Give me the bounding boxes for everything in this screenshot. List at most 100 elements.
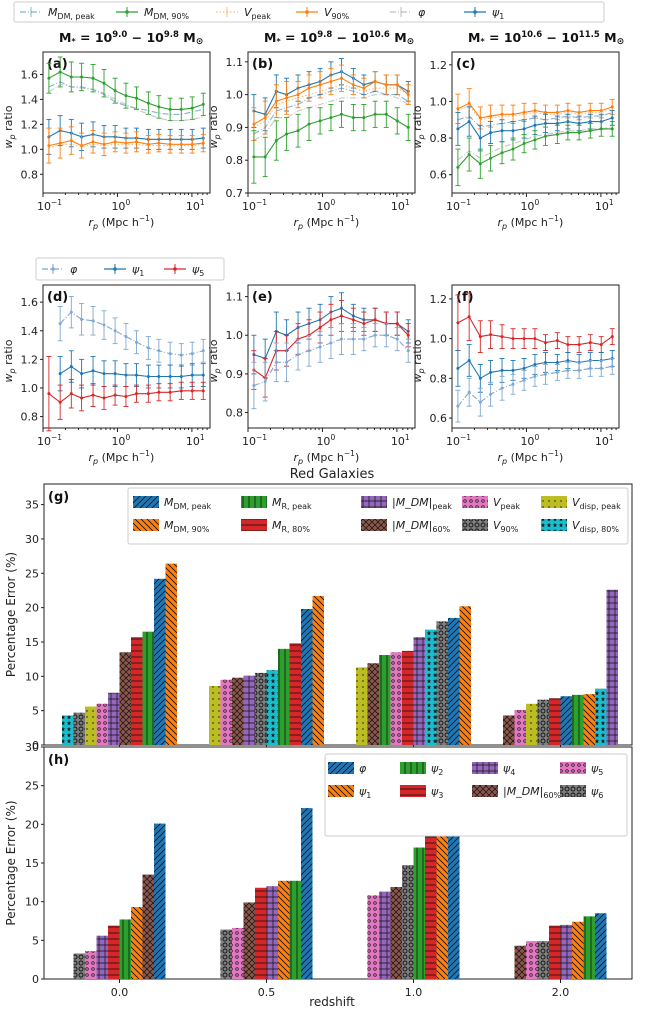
data-point (533, 337, 537, 341)
legend-entry-label: Vpeak (493, 496, 520, 511)
legend-swatch (472, 762, 498, 774)
x-tick-label: 100 (111, 198, 130, 213)
y-tick-label: 1.1 (226, 56, 244, 69)
data-point (373, 80, 377, 84)
data-point (500, 151, 504, 155)
data-point (522, 142, 526, 146)
legend-swatch (361, 519, 387, 531)
bar-section-title: Red Galaxies (290, 467, 375, 482)
data-point (467, 153, 471, 157)
data-point (577, 121, 581, 125)
y-tick-label: 0.8 (430, 132, 448, 145)
legend-swatch (400, 785, 426, 797)
y-tick-label: 1.0 (21, 143, 39, 156)
data-point (329, 318, 333, 322)
data-point (395, 337, 399, 341)
bar-V_disp, peak (209, 685, 221, 745)
plot-frame (451, 284, 620, 429)
series-line (253, 94, 409, 141)
y-axis-label: wp ratio (207, 339, 222, 382)
data-point (467, 120, 471, 124)
data-point (339, 112, 343, 116)
data-point (134, 96, 138, 100)
panel-d: 0.8 1.0 1.2 1.4 1.6 10−1 100 101 rp (Mpc h−1) wp … (2, 284, 211, 466)
legend-frame (35, 257, 225, 281)
bar-psi_6 (402, 865, 414, 979)
x-tick-label: 10−1 (446, 198, 471, 213)
bar-group-2.0 (503, 589, 618, 745)
data-point (201, 349, 205, 353)
series-phi (253, 94, 409, 141)
data-point (80, 396, 84, 400)
x-axis-label: rp (Mpc h−1) (498, 449, 564, 466)
data-point (263, 380, 267, 384)
panel-tag: (g) (48, 490, 69, 505)
data-point (511, 368, 515, 372)
legend-swatch (133, 519, 159, 531)
bar-V_peak (220, 679, 232, 745)
data-point (599, 366, 603, 370)
bar-group-2.0 (514, 913, 607, 979)
bar-M_DM, 90% (459, 606, 471, 745)
legend-entry-phi: φ (418, 6, 426, 19)
data-point (113, 393, 117, 397)
data-point (168, 107, 172, 111)
data-point (47, 76, 51, 80)
data-point (351, 116, 355, 120)
data-point (533, 374, 537, 378)
data-point (285, 96, 289, 100)
data-point (179, 389, 183, 393)
legend-swatch (328, 762, 354, 774)
data-point (588, 109, 592, 113)
y-tick-label: 35 (25, 499, 39, 512)
data-point (179, 107, 183, 111)
x-tick-label: 100 (520, 433, 539, 448)
data-point (190, 373, 194, 377)
data-point (406, 333, 410, 337)
bar-psi_6 (220, 929, 232, 979)
data-point (500, 386, 504, 390)
bar-psi_3 (108, 925, 120, 979)
legend-entry-phi: φ (70, 263, 78, 276)
data-point (102, 81, 106, 85)
data-point (157, 141, 161, 145)
panel-f: 0.6 0.8 1.0 1.2 10−1 100 101 rp (Mpc h−1) wp rat… (411, 284, 620, 466)
bar-psi_5 (526, 941, 538, 979)
series-V_peak (48, 143, 204, 149)
data-point (329, 80, 333, 84)
data-point (456, 165, 460, 169)
legend-entry-V_peak: Vpeak (244, 6, 271, 21)
data-point (274, 139, 278, 143)
series-phi (251, 323, 411, 410)
data-point (555, 360, 559, 364)
bar-psi_5 (232, 927, 244, 979)
y-tick-label: 1.0 (430, 95, 448, 108)
data-point (80, 75, 84, 79)
y-axis-label: wp ratio (411, 105, 426, 148)
data-point (395, 322, 399, 326)
data-point (69, 365, 73, 369)
legend-entry-label: ψ3 (431, 785, 443, 800)
data-point (522, 378, 526, 382)
bar-psi_3 (549, 925, 561, 979)
y-tick-label: 30 (25, 533, 39, 546)
data-point (113, 372, 117, 376)
bar-M_Rmax, 80% (289, 643, 301, 745)
data-point (566, 120, 570, 124)
y-tick-label: 1.6 (21, 296, 39, 309)
x-tick-label: 100 (111, 433, 130, 448)
data-point (555, 132, 559, 136)
bar-psi_5 (367, 895, 379, 979)
bar-V_disp, 80% (62, 715, 74, 745)
data-point (179, 353, 183, 357)
data-point (91, 76, 95, 80)
data-point (610, 364, 614, 368)
data-point (124, 94, 128, 98)
data-point (134, 392, 138, 396)
series-line (253, 87, 409, 135)
data-point (533, 362, 537, 366)
data-point (58, 141, 62, 145)
x-tick-label: 100 (316, 433, 335, 448)
data-point (124, 373, 128, 377)
data-point (555, 339, 559, 343)
